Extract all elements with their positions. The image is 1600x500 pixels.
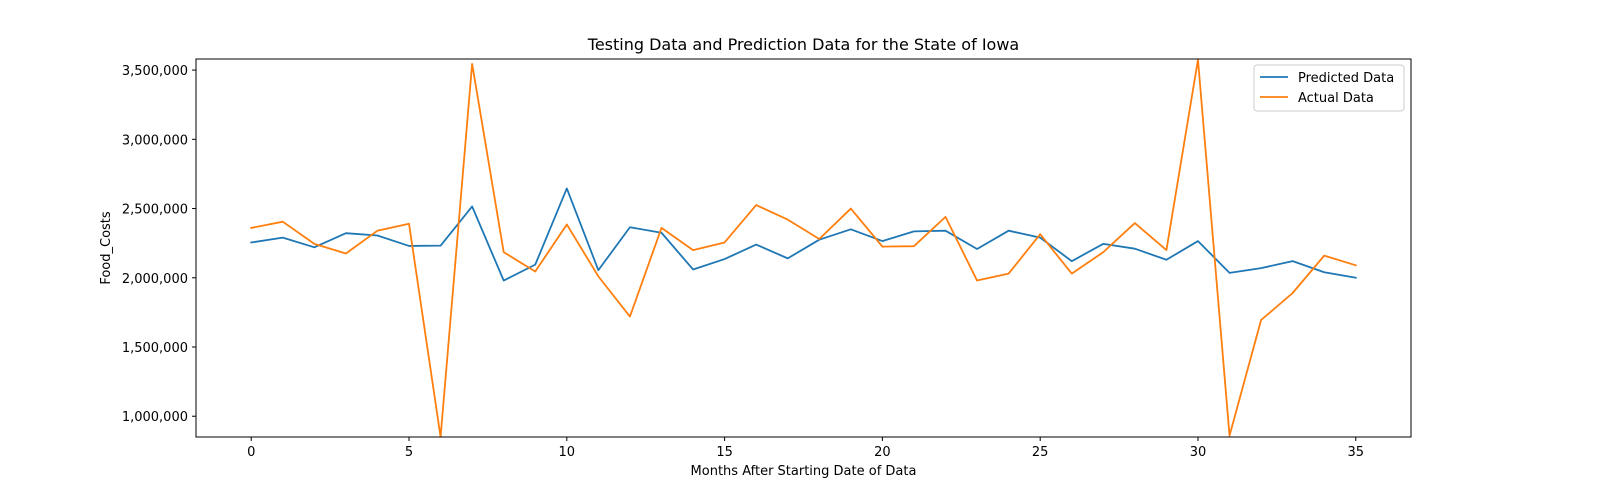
y-tick-label: 1,500,000 — [122, 341, 188, 356]
y-tick-label: 1,000,000 — [122, 410, 188, 425]
x-tick-label: 20 — [874, 445, 891, 460]
y-axis-label: Food_Costs — [99, 211, 114, 285]
x-tick-label: 0 — [247, 445, 255, 460]
y-tick-label: 3,000,000 — [122, 133, 188, 148]
legend-box — [1253, 64, 1405, 112]
series-line-predicted — [250, 187, 1357, 282]
series-line-actual — [250, 59, 1357, 437]
y-tick-label: 3,500,000 — [122, 64, 188, 79]
x-tick-label: 25 — [1032, 445, 1049, 460]
x-tick-label: 30 — [1190, 445, 1207, 460]
x-axis-label: Months After Starting Date of Data — [691, 464, 917, 479]
chart-title: Testing Data and Prediction Data for the… — [587, 35, 1019, 54]
plot-frame — [195, 58, 1412, 438]
legend-label: Predicted Data — [1298, 71, 1394, 86]
x-axis: 0 5 10 15 20 25 30 35 — [247, 437, 1364, 460]
legend-label: Actual Data — [1298, 91, 1374, 106]
legend: Predicted Data Actual Data — [1253, 64, 1405, 112]
x-tick-label: 10 — [559, 445, 576, 460]
plot-area — [250, 59, 1357, 437]
x-tick-label: 35 — [1347, 445, 1364, 460]
y-tick-label: 2,000,000 — [122, 272, 188, 287]
y-axis: 1,000,000 1,500,000 2,000,000 2,500,000 3,00… — [122, 64, 196, 425]
x-tick-label: 5 — [405, 445, 413, 460]
y-tick-label: 2,500,000 — [122, 203, 188, 218]
x-tick-label: 15 — [716, 445, 733, 460]
